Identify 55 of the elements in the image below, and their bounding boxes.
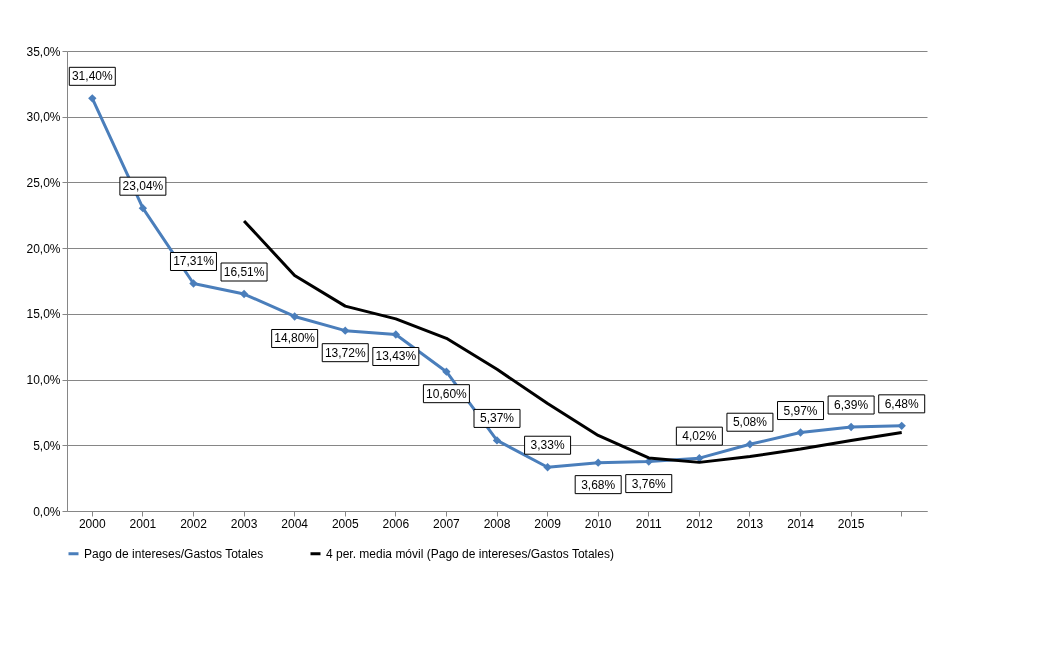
- data-label: 3,33%: [530, 438, 565, 453]
- y-tick-label: 10,0%: [26, 373, 61, 388]
- data-label: 16,51%: [223, 265, 265, 280]
- point: [897, 421, 906, 431]
- x-tick-label: 2012: [686, 516, 714, 531]
- data-label: 5,97%: [783, 403, 818, 418]
- data-label: 13,72%: [324, 345, 366, 360]
- x-tick-label: 2001: [129, 516, 157, 531]
- point: [543, 463, 552, 472]
- point: [391, 330, 401, 339]
- y-tick-label: 15,0%: [26, 307, 61, 322]
- point: [239, 289, 249, 299]
- data-label: 14,80%: [274, 331, 316, 346]
- point: [796, 428, 805, 437]
- x-tick-label: 2011: [635, 516, 662, 531]
- data-label: 5,08%: [732, 415, 768, 430]
- x-tick-label: 2009: [534, 516, 562, 531]
- x-tick-label: 2002: [180, 516, 208, 531]
- x-tick-label: 2010: [584, 516, 612, 531]
- x-tick-label: 2003: [230, 516, 258, 531]
- x-tick-label: 2013: [736, 516, 764, 531]
- data-label: 3,68%: [581, 477, 616, 492]
- x-tick-label: 2000: [78, 516, 106, 531]
- point: [492, 436, 502, 445]
- y-tick-label: 25,0%: [26, 175, 61, 190]
- point: [290, 312, 299, 321]
- x-tick-label: 2005: [331, 516, 359, 531]
- point: [138, 204, 148, 213]
- data-label: 4,02%: [682, 429, 717, 444]
- legend-label: 4 per. media móvil (Pago de intereses/Gastos Totales): [326, 546, 614, 561]
- legend-label: Pago de intereses/Gastos Totales: [84, 546, 264, 561]
- data-label: 10,60%: [426, 386, 468, 401]
- y-tick-label: 5,0%: [33, 438, 61, 453]
- x-tick-label: 2015: [837, 516, 865, 531]
- y-tick-label: 20,0%: [26, 241, 61, 256]
- y-tick-label: 0,0%: [33, 504, 61, 519]
- data-label: 6,48%: [884, 396, 920, 411]
- point: [442, 367, 451, 376]
- point: [189, 279, 198, 288]
- point: [88, 94, 97, 103]
- x-tick-label: 2006: [382, 516, 410, 531]
- x-tick-label: 2008: [483, 516, 511, 531]
- data-label: 6,39%: [834, 398, 869, 413]
- y-tick-label: 35,0%: [26, 44, 61, 59]
- x-tick-label: 2007: [433, 516, 461, 531]
- data-label: 31,40%: [71, 69, 113, 84]
- x-tick-label: 2004: [281, 516, 309, 531]
- y-tick-label: 30,0%: [26, 110, 61, 125]
- data-label: 17,31%: [173, 254, 215, 269]
- x-tick-label: 2014: [787, 516, 815, 531]
- data-label: 5,37%: [479, 411, 515, 426]
- data-label: 13,43%: [375, 349, 417, 364]
- point: [341, 326, 350, 335]
- data-label: 3,76%: [631, 476, 667, 491]
- data-label: 23,04%: [122, 179, 164, 194]
